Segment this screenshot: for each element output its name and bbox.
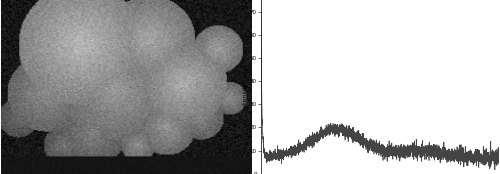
- Y-axis label: Intensity (a.u.): Intensity (a.u.): [244, 64, 248, 110]
